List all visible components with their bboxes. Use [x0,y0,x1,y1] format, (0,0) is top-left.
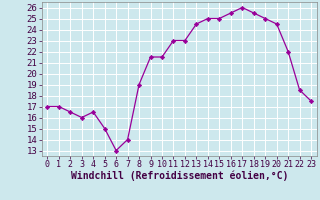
X-axis label: Windchill (Refroidissement éolien,°C): Windchill (Refroidissement éolien,°C) [70,171,288,181]
